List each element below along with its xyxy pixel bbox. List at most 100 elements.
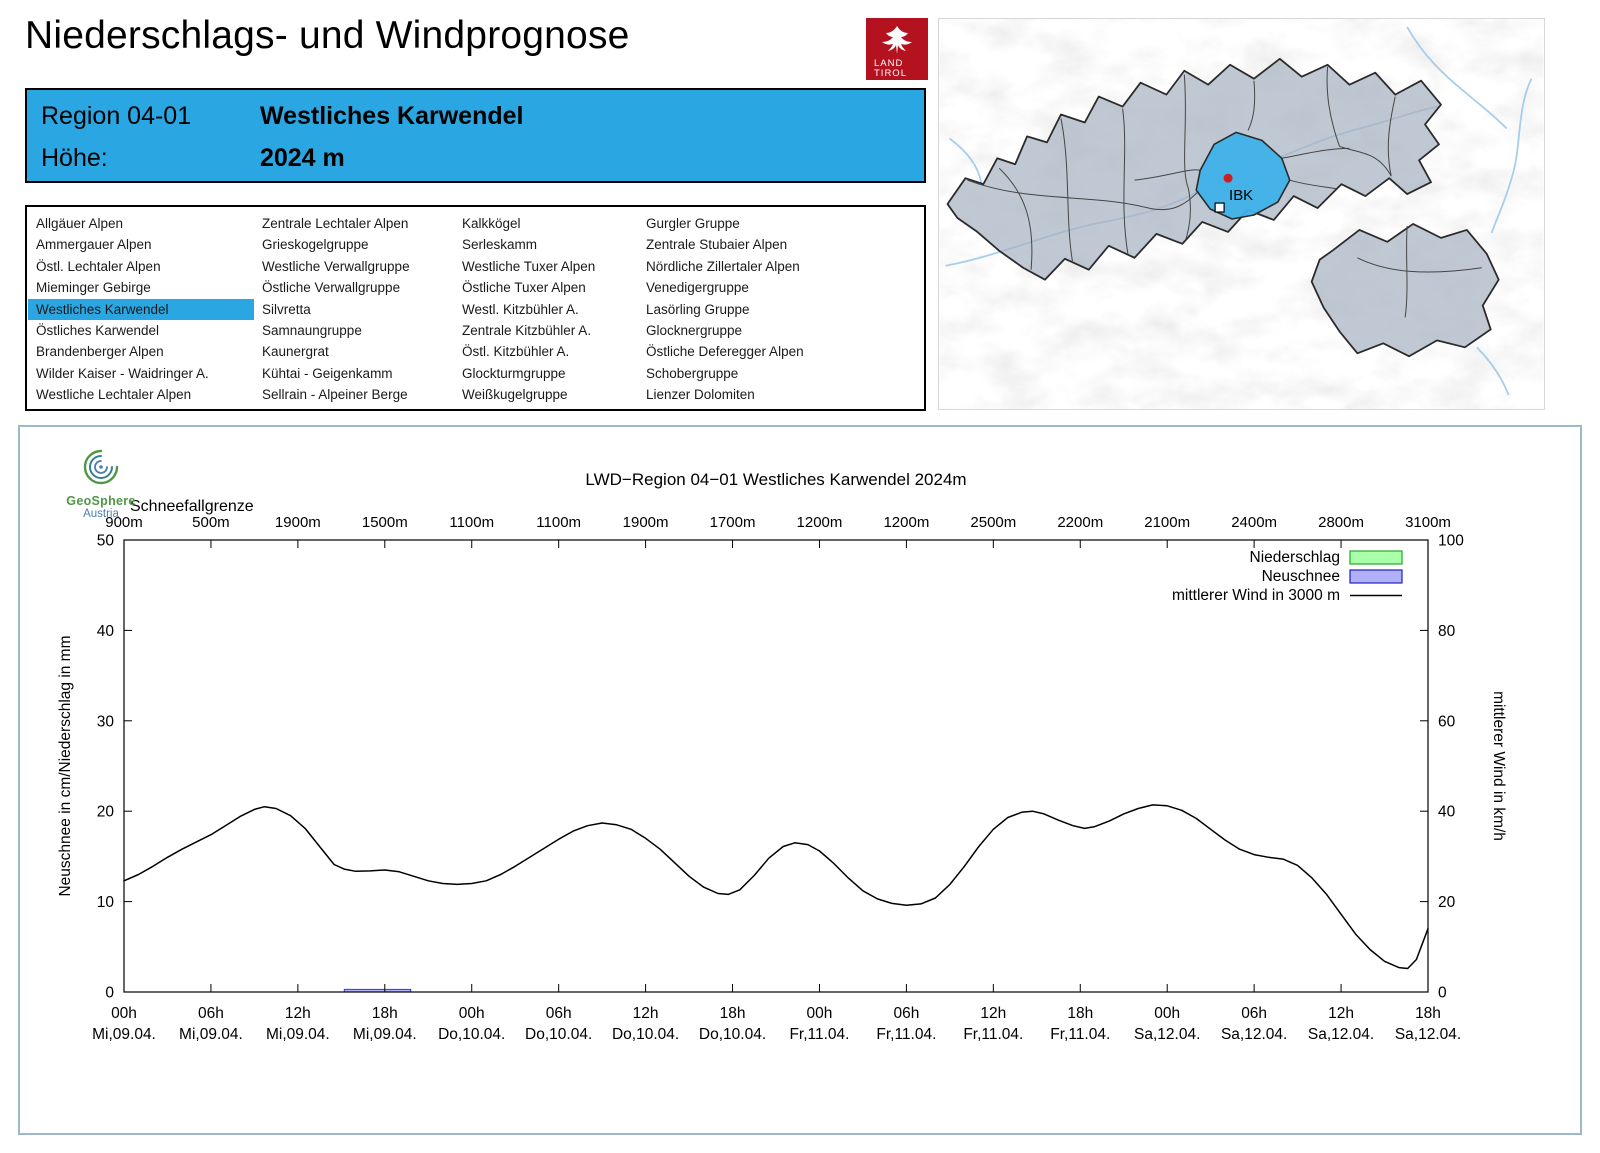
x-tick-date: Mi,09.04. <box>92 1026 156 1043</box>
region-list-item[interactable]: Schobergruppe <box>646 365 739 381</box>
city-dot-marker <box>1223 173 1233 183</box>
x-tick-hour: 00h <box>459 1005 485 1022</box>
x-tick-hour: 00h <box>1154 1005 1180 1022</box>
legend-swatch <box>1349 550 1403 565</box>
region-list-item[interactable]: Westliche Tuxer Alpen <box>462 258 596 274</box>
plot-frame <box>123 539 1429 993</box>
geosphere-logo: GeoSphere Austria <box>46 445 156 520</box>
snowline-value: 900m <box>105 514 143 531</box>
region-list-item[interactable]: Kalkkögel <box>462 216 521 231</box>
chart-title: LWD−Region 04−01 Westliches Karwendel 20… <box>585 470 966 489</box>
altitude-value: 2024 m <box>259 144 345 172</box>
y-tick-right: 60 <box>1438 713 1456 730</box>
geosphere-swirl-icon <box>83 449 119 485</box>
x-tick-date: Sa,12.04. <box>1308 1026 1374 1043</box>
y-tick-left: 30 <box>97 713 115 730</box>
snowline-value: 3100m <box>1405 514 1451 531</box>
logo-text-line1: LAND <box>874 58 903 69</box>
region-list-item[interactable]: Sellrain - Alpeiner Berge <box>262 387 408 403</box>
region-list-item[interactable]: Zentrale Lechtaler Alpen <box>262 216 409 231</box>
altitude-label: Höhe: <box>41 144 108 172</box>
region-list-item[interactable]: Östliche Deferegger Alpen <box>646 344 804 360</box>
region-list-item[interactable]: Venedigergruppe <box>646 280 749 296</box>
region-info-box: Region 04-01 Westliches Karwendel Höhe: … <box>25 88 926 183</box>
x-tick-hour: 12h <box>980 1005 1006 1022</box>
forecast-chart-panel: LWD−Region 04−01 Westliches Karwendel 20… <box>18 425 1582 1135</box>
region-list-item[interactable]: Ammergauer Alpen <box>36 237 152 253</box>
y-tick-right: 100 <box>1438 533 1464 550</box>
y-tick-left: 40 <box>97 623 115 640</box>
map-north-tirol-shape <box>946 57 1442 281</box>
region-list-item[interactable]: Zentrale Stubaier Alpen <box>646 237 788 253</box>
region-list-item[interactable]: Brandenberger Alpen <box>36 344 164 360</box>
region-list: Allgäuer Alpen Ammergauer Alpen Östl. Lech… <box>25 205 926 411</box>
region-list-item[interactable]: Nördliche Zillertaler Alpen <box>646 258 800 274</box>
x-tick-date: Sa,12.04. <box>1395 1026 1461 1043</box>
map-region-selected[interactable] <box>1195 131 1291 220</box>
legend-label: mittlerer Wind in 3000 m <box>1172 587 1340 604</box>
region-list-item[interactable]: Westliche Lechtaler Alpen <box>36 387 192 403</box>
region-list-item[interactable]: Kaunergrat <box>262 344 329 360</box>
snowline-value: 2200m <box>1057 514 1103 531</box>
x-tick-hour: 06h <box>198 1005 224 1022</box>
region-list-item[interactable]: Grieskogelgruppe <box>262 237 369 253</box>
region-list-item[interactable]: Westliches Karwendel <box>28 298 254 320</box>
x-tick-hour: 06h <box>893 1005 919 1022</box>
x-tick-date: Mi,09.04. <box>179 1026 243 1043</box>
snowline-value: 1900m <box>623 514 669 531</box>
tirol-map: IBK <box>938 18 1545 410</box>
region-list-item[interactable]: Östl. Lechtaler Alpen <box>36 258 161 274</box>
region-list-item[interactable]: Östliche Verwallgruppe <box>262 280 401 296</box>
snowline-value: 1100m <box>449 514 494 531</box>
map-city-label: IBK <box>1229 187 1253 204</box>
region-list-item[interactable]: Glocknergruppe <box>646 322 743 338</box>
region-list-item[interactable]: Kühtai - Geigenkamm <box>262 365 393 381</box>
x-tick-date: Mi,09.04. <box>353 1026 417 1043</box>
y-tick-left: 50 <box>97 533 115 550</box>
region-list-item[interactable]: Gurgler Gruppe <box>646 216 740 231</box>
region-list-item[interactable]: Glockturmgruppe <box>462 365 566 381</box>
y-tick-left: 0 <box>105 985 114 1002</box>
x-tick-date: Fr,11.04. <box>876 1026 936 1043</box>
region-list-item[interactable]: Westl. Kitzbühler A. <box>462 301 579 317</box>
x-tick-hour: 18h <box>720 1005 746 1022</box>
snowline-value: 2100m <box>1144 514 1190 531</box>
y-tick-right: 40 <box>1438 804 1456 821</box>
x-tick-date: Fr,11.04. <box>1050 1026 1110 1043</box>
snowline-value: 2400m <box>1231 514 1277 531</box>
x-tick-date: Sa,12.04. <box>1134 1026 1200 1043</box>
legend-label: Niederschlag <box>1250 549 1340 566</box>
x-tick-hour: 12h <box>1328 1005 1354 1022</box>
region-list-item[interactable]: Lasörling Gruppe <box>646 301 750 317</box>
region-list-item[interactable]: Lienzer Dolomiten <box>646 387 755 403</box>
legend-swatch <box>1349 569 1403 584</box>
region-list-item[interactable]: Samnaungruppe <box>262 322 362 338</box>
region-list-item[interactable]: Silvretta <box>262 301 311 317</box>
region-list-item[interactable]: Serleskamm <box>462 237 538 253</box>
x-tick-date: Do,10.04. <box>438 1026 505 1043</box>
x-tick-date: Fr,11.04. <box>789 1026 849 1043</box>
region-list-item[interactable]: Zentrale Kitzbühler A. <box>462 322 592 338</box>
y-tick-left: 20 <box>97 804 115 821</box>
snowline-value: 2800m <box>1318 514 1364 531</box>
y-axis-label-right: mittlerer Wind in km/h <box>1490 691 1507 841</box>
x-tick-hour: 18h <box>372 1005 398 1022</box>
region-list-item[interactable]: Östliche Tuxer Alpen <box>462 280 586 296</box>
x-tick-date: Sa,12.04. <box>1221 1026 1287 1043</box>
region-list-item[interactable]: Wilder Kaiser - Waidringer A. <box>36 365 209 381</box>
region-list-item[interactable]: Mieminger Gebirge <box>36 280 151 296</box>
region-list-item[interactable]: Allgäuer Alpen <box>36 216 124 231</box>
x-tick-date: Mi,09.04. <box>266 1026 330 1043</box>
x-tick-date: Fr,11.04. <box>963 1026 1023 1043</box>
y-tick-right: 20 <box>1438 894 1456 911</box>
region-list-item[interactable]: Weißkugelgruppe <box>462 387 568 403</box>
wind-line <box>123 804 1429 970</box>
x-tick-hour: 06h <box>546 1005 572 1022</box>
snowline-label: Schneefallgrenze <box>130 498 254 515</box>
region-list-item[interactable]: Östl. Kitzbühler A. <box>462 344 570 360</box>
region-list-item[interactable]: Östliches Karwendel <box>36 322 160 338</box>
region-list-item[interactable]: Westliche Verwallgruppe <box>262 258 410 274</box>
logo-text-line2: TIROL <box>874 68 907 79</box>
map-east-region-borders <box>1357 225 1482 318</box>
snowline-value: 1200m <box>883 514 929 531</box>
